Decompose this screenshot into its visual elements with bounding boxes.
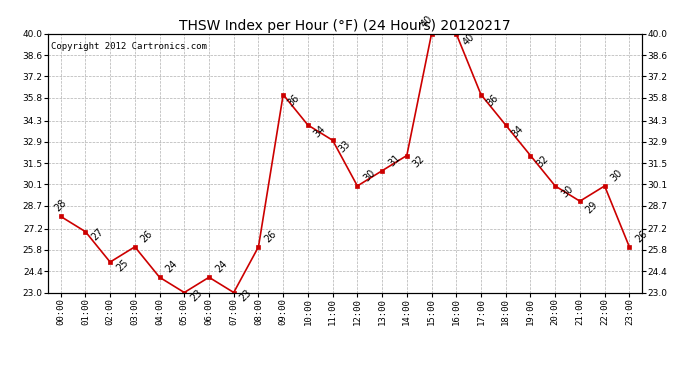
Text: 36: 36 <box>286 93 302 108</box>
Text: 30: 30 <box>362 168 377 183</box>
Text: 30: 30 <box>609 168 624 183</box>
Text: 40: 40 <box>460 32 476 48</box>
Text: 28: 28 <box>52 198 68 214</box>
Text: 36: 36 <box>485 93 501 108</box>
Text: 40: 40 <box>419 14 435 30</box>
Title: THSW Index per Hour (°F) (24 Hours) 20120217: THSW Index per Hour (°F) (24 Hours) 2012… <box>179 19 511 33</box>
Text: 26: 26 <box>633 228 649 244</box>
Text: 26: 26 <box>263 228 279 244</box>
Text: 33: 33 <box>337 138 353 154</box>
Text: 32: 32 <box>535 154 551 170</box>
Text: 30: 30 <box>560 184 575 200</box>
Text: Copyright 2012 Cartronics.com: Copyright 2012 Cartronics.com <box>51 42 207 51</box>
Text: 27: 27 <box>90 227 106 243</box>
Text: 24: 24 <box>164 259 179 274</box>
Text: 26: 26 <box>139 228 155 244</box>
Text: 25: 25 <box>115 257 130 273</box>
Text: 23: 23 <box>238 288 254 304</box>
Text: 24: 24 <box>213 259 229 274</box>
Text: 23: 23 <box>188 288 204 304</box>
Text: 34: 34 <box>510 123 526 139</box>
Text: 34: 34 <box>312 123 328 139</box>
Text: 32: 32 <box>411 154 427 170</box>
Text: 29: 29 <box>584 199 600 215</box>
Text: 31: 31 <box>386 152 402 168</box>
